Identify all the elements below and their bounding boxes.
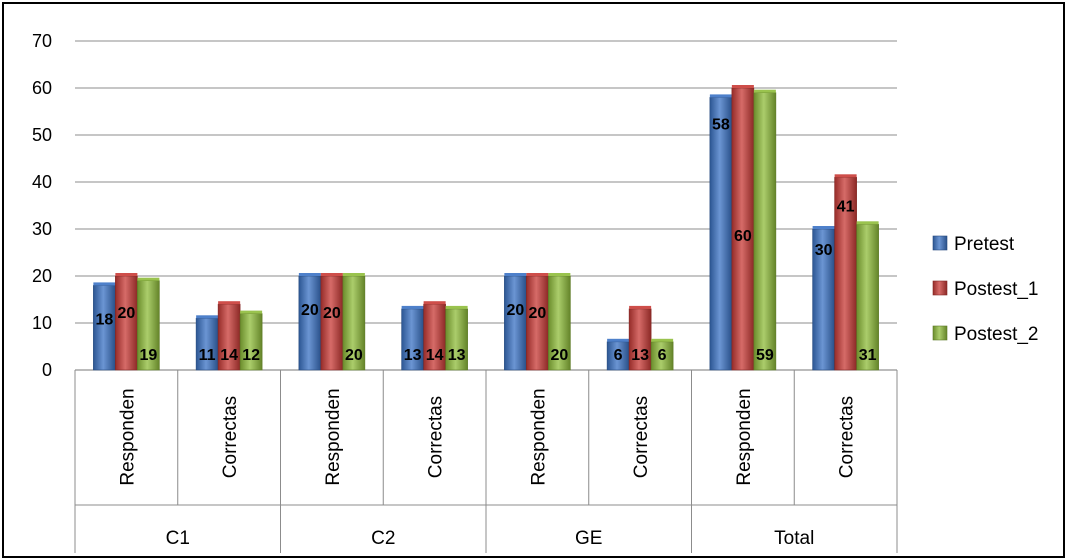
bar-top bbox=[445, 305, 468, 309]
y-tick-label: 60 bbox=[32, 78, 52, 98]
legend-swatch bbox=[932, 280, 948, 296]
category-label: Responden bbox=[528, 388, 549, 485]
legend-label: Postest_2 bbox=[954, 324, 1039, 345]
group-label: GE bbox=[575, 528, 602, 549]
bar-pretest bbox=[504, 275, 527, 371]
data-label: 30 bbox=[815, 242, 833, 259]
data-label: 6 bbox=[614, 347, 623, 364]
category-label: Responden bbox=[734, 388, 755, 485]
y-tick-label: 50 bbox=[32, 125, 52, 145]
data-label: 13 bbox=[404, 347, 422, 364]
group-label: Total bbox=[774, 528, 814, 549]
group-label: C1 bbox=[166, 528, 190, 549]
bar-pretest bbox=[709, 97, 733, 371]
category-label: Correctas bbox=[631, 396, 652, 478]
category-label: Correctas bbox=[426, 396, 447, 478]
bar-top bbox=[115, 273, 138, 276]
legend-swatch bbox=[932, 235, 948, 251]
bar-top bbox=[137, 277, 160, 281]
legend-label: Postest_1 bbox=[954, 279, 1039, 300]
data-label: 20 bbox=[301, 302, 319, 319]
data-label: 58 bbox=[712, 116, 730, 133]
bar-top bbox=[320, 273, 343, 276]
bar-pretest bbox=[298, 275, 322, 371]
category-label: Correctas bbox=[220, 396, 241, 478]
bar-top bbox=[753, 89, 776, 93]
data-label: 18 bbox=[95, 311, 113, 328]
bar-top bbox=[342, 273, 365, 276]
bar-postest-2 bbox=[753, 92, 777, 371]
bar-top bbox=[731, 85, 754, 88]
bar-top bbox=[834, 174, 857, 178]
data-label: 11 bbox=[199, 347, 216, 364]
category-label: Correctas bbox=[837, 396, 858, 478]
bar-top bbox=[651, 338, 674, 342]
data-label: 12 bbox=[242, 347, 260, 364]
y-tick-label: 20 bbox=[32, 266, 52, 286]
data-label: 6 bbox=[658, 347, 667, 364]
data-label: 20 bbox=[550, 347, 568, 364]
bar-top bbox=[423, 301, 446, 305]
data-label: 31 bbox=[859, 347, 877, 364]
bar-top bbox=[709, 94, 732, 98]
data-label: 19 bbox=[139, 347, 157, 364]
data-label: 59 bbox=[756, 347, 774, 364]
bar-top bbox=[298, 273, 321, 276]
y-tick-label: 10 bbox=[32, 313, 52, 333]
data-label: 13 bbox=[448, 347, 466, 364]
bar-top bbox=[629, 305, 652, 309]
legend-swatch bbox=[932, 325, 948, 341]
bar-top bbox=[504, 273, 527, 276]
data-label: 14 bbox=[426, 347, 444, 364]
data-label: 20 bbox=[323, 305, 341, 322]
y-tick-label: 40 bbox=[32, 172, 52, 192]
legend-label: Pretest bbox=[954, 234, 1015, 255]
bar-top bbox=[196, 315, 219, 319]
bar-postest-1 bbox=[320, 275, 344, 371]
category-label: Responden bbox=[117, 388, 138, 485]
group-label: C2 bbox=[371, 528, 395, 549]
bar-top bbox=[93, 282, 116, 286]
bar-top bbox=[240, 310, 263, 314]
bar-top bbox=[856, 221, 879, 225]
data-label: 20 bbox=[345, 347, 363, 364]
data-label: 41 bbox=[837, 198, 855, 215]
data-label: 20 bbox=[117, 305, 135, 322]
bar-top bbox=[526, 273, 549, 276]
y-tick-label: 30 bbox=[32, 219, 52, 239]
data-label: 20 bbox=[506, 302, 524, 319]
bar-postest-1 bbox=[526, 275, 549, 371]
y-tick-label: 70 bbox=[32, 31, 52, 51]
category-label: Responden bbox=[323, 388, 344, 485]
data-label: 13 bbox=[631, 347, 649, 364]
data-label: 20 bbox=[528, 305, 546, 322]
bar-top bbox=[548, 273, 571, 276]
bar-top bbox=[607, 338, 630, 342]
data-label: 14 bbox=[220, 347, 238, 364]
bar-top bbox=[218, 301, 241, 305]
bar-postest-1 bbox=[115, 275, 138, 371]
y-tick-label: 0 bbox=[42, 360, 52, 380]
bar-top bbox=[812, 226, 835, 229]
data-label: 60 bbox=[734, 228, 752, 245]
bar-top bbox=[401, 305, 424, 309]
